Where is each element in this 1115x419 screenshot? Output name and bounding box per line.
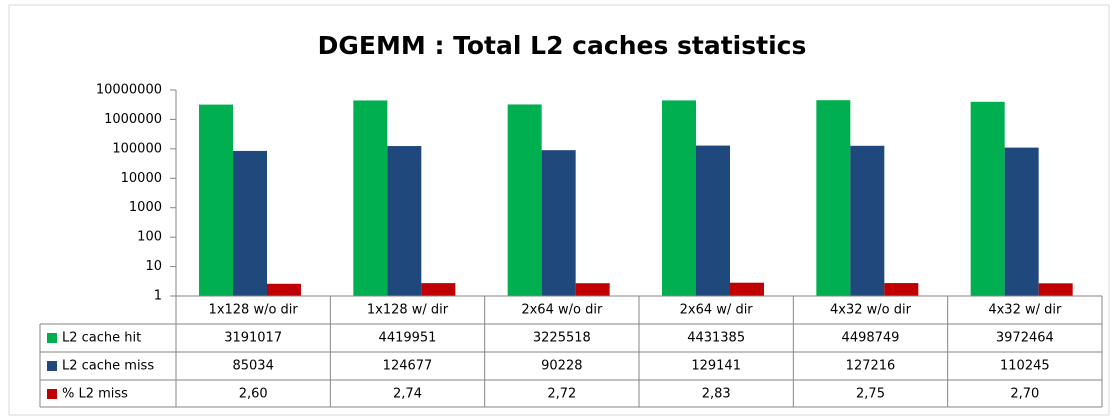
bar (387, 146, 422, 296)
legend-label: L2 cache hit (62, 331, 141, 346)
x-tick-label: 2x64 w/o dir (521, 303, 603, 318)
bar (233, 150, 267, 296)
bar (696, 145, 730, 296)
table-value: 3972464 (996, 331, 1054, 346)
table-value: 3225518 (533, 331, 591, 346)
bar (575, 283, 610, 296)
table-value: 90228 (541, 359, 582, 374)
bar (816, 100, 851, 296)
bar (850, 145, 885, 296)
table-value: 4431385 (687, 331, 745, 346)
bar (199, 104, 233, 296)
x-tick-label: 4x32 w/o dir (830, 303, 912, 318)
table-value: 2,60 (239, 387, 268, 402)
bar (267, 283, 301, 296)
y-tick-label: 10000 (121, 171, 162, 186)
table-value: 85034 (232, 359, 273, 374)
bar (1038, 283, 1073, 296)
table-value: 110245 (1000, 359, 1050, 374)
y-tick-label: 10000000 (96, 83, 162, 98)
y-tick-label: 1000 (129, 200, 162, 215)
bar (730, 282, 764, 296)
x-tick-label: 4x32 w/ dir (988, 303, 1062, 318)
y-tick-label: 1000000 (104, 112, 162, 127)
table-value: 2,70 (1010, 387, 1039, 402)
legend-label: % L2 miss (62, 387, 128, 402)
x-tick-label: 2x64 w/ dir (680, 303, 754, 318)
y-tick-label: 100000 (112, 141, 162, 156)
table-value: 2,75 (856, 387, 885, 402)
table-value: 2,72 (547, 387, 576, 402)
bar (970, 101, 1005, 296)
chart-title: DGEMM : Total L2 caches statistics (318, 31, 807, 60)
bar (884, 283, 919, 296)
table-value: 129141 (691, 359, 741, 374)
y-tick-label: 10 (145, 259, 162, 274)
y-tick-label: 1 (154, 289, 162, 304)
legend-key (47, 389, 57, 399)
y-tick-label: 100 (137, 230, 162, 245)
bar (353, 100, 388, 296)
table-value: 3191017 (224, 331, 282, 346)
legend-key (47, 361, 57, 371)
table-value: 2,74 (393, 387, 422, 402)
bar (1004, 147, 1039, 296)
bar (541, 150, 576, 296)
x-tick-label: 1x128 w/ dir (367, 303, 449, 318)
table-value: 4498749 (842, 331, 900, 346)
bar (507, 104, 542, 296)
table-value: 2,83 (702, 387, 731, 402)
legend-label: L2 cache miss (62, 359, 154, 374)
table-value: 124677 (383, 359, 433, 374)
table-value: 4419951 (379, 331, 437, 346)
bar (662, 100, 696, 296)
bar (421, 283, 456, 296)
table-value: 127216 (846, 359, 896, 374)
x-tick-label: 1x128 w/o dir (209, 303, 299, 318)
legend-key (47, 333, 57, 343)
